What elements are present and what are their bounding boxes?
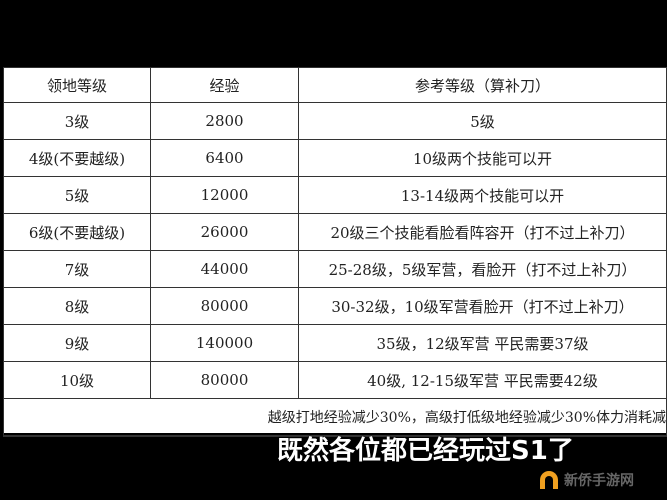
video-subtitle: 既然各位都已经玩过S1了: [277, 436, 574, 466]
header-cell: 经验: [150, 67, 299, 103]
level-experience-table: 领地等级 经验 参考等级（算补刀） 3级 2800 5级 4级(不要越级) 6400 1…: [3, 67, 667, 437]
table-header-row: 领地等级 经验 参考等级（算补刀）: [3, 67, 667, 103]
table-row: 5级 12000 13-14级两个技能可以开: [3, 176, 667, 214]
watermark-logo-icon: [540, 471, 558, 489]
table-note: 越级打地经验减少30%，高级打低级地经验减少30%体力消耗减: [3, 398, 667, 437]
table-row: 3级 2800 5级: [3, 102, 667, 140]
cell: 3级: [3, 102, 151, 140]
cell: 4级(不要越级): [3, 139, 151, 177]
watermark: 新侨手游网: [540, 470, 634, 490]
table-row: 9级 140000 35级，12级军营 平民需要37级: [3, 324, 667, 362]
cell: 80000: [150, 361, 299, 399]
cell: 44000: [150, 250, 299, 288]
table-row: 8级 80000 30-32级，10级军营看脸开（打不过上补刀）: [3, 287, 667, 325]
cell: 80000: [150, 287, 299, 325]
header-cell: 参考等级（算补刀）: [298, 67, 667, 103]
cell: 7级: [3, 250, 151, 288]
table-row: 7级 44000 25-28级，5级军营，看脸开（打不过上补刀）: [3, 250, 667, 288]
cell: 30-32级，10级军营看脸开（打不过上补刀）: [298, 287, 667, 325]
header-cell: 领地等级: [3, 67, 151, 103]
cell: 10级: [3, 361, 151, 399]
watermark-text: 新侨手游网: [564, 473, 634, 489]
cell: 6400: [150, 139, 299, 177]
cell: 5级: [298, 102, 667, 140]
cell: 13-14级两个技能可以开: [298, 176, 667, 214]
cell: 12000: [150, 176, 299, 214]
cell: 140000: [150, 324, 299, 362]
cell: 35级，12级军营 平民需要37级: [298, 324, 667, 362]
cell: 9级: [3, 324, 151, 362]
cell: 26000: [150, 213, 299, 251]
cell: 40级, 12-15级军营 平民需要42级: [298, 361, 667, 399]
cell: 10级两个技能可以开: [298, 139, 667, 177]
cell: 5级: [3, 176, 151, 214]
table-row: 10级 80000 40级, 12-15级军营 平民需要42级: [3, 361, 667, 399]
note-row: 越级打地经验减少30%，高级打低级地经验减少30%体力消耗减: [3, 398, 667, 437]
cell: 20级三个技能看脸看阵容开（打不过上补刀）: [298, 213, 667, 251]
table-row: 6级(不要越级) 26000 20级三个技能看脸看阵容开（打不过上补刀）: [3, 213, 667, 251]
cell: 25-28级，5级军营，看脸开（打不过上补刀）: [298, 250, 667, 288]
cell: 2800: [150, 102, 299, 140]
cell: 8级: [3, 287, 151, 325]
cell: 6级(不要越级): [3, 213, 151, 251]
table-row: 4级(不要越级) 6400 10级两个技能可以开: [3, 139, 667, 177]
